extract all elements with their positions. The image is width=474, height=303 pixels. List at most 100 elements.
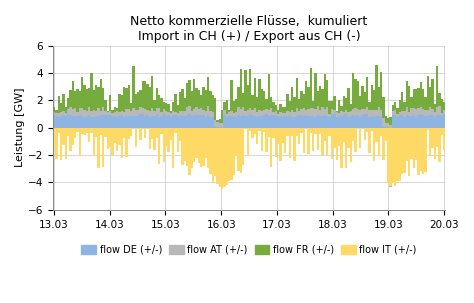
Bar (349, 111, 352, 115)
Bar (434, 117, 436, 128)
Bar (111, 113, 114, 116)
Bar (90, 117, 92, 128)
Bar (240, 109, 242, 116)
Bar (331, 128, 333, 158)
Bar (95, 128, 97, 137)
Bar (382, 118, 384, 127)
Bar (182, 116, 184, 128)
Bar (345, 114, 347, 128)
Bar (251, 128, 254, 138)
Bar (60, 115, 62, 128)
Bar (387, 123, 389, 127)
Bar (53, 107, 55, 112)
Bar (198, 128, 200, 163)
Bar (92, 128, 95, 156)
Bar (375, 116, 378, 128)
Bar (275, 105, 277, 112)
Bar (347, 128, 349, 148)
Bar (384, 116, 387, 123)
Bar (429, 128, 431, 156)
Bar (132, 116, 135, 128)
Bar (392, 115, 394, 128)
Bar (314, 117, 317, 128)
Bar (338, 128, 340, 146)
Bar (298, 115, 301, 128)
Bar (343, 112, 345, 114)
Bar (256, 128, 258, 144)
Bar (57, 113, 60, 117)
Bar (373, 117, 375, 128)
Bar (359, 128, 361, 148)
Bar (308, 116, 310, 128)
Bar (324, 128, 326, 141)
Bar (149, 128, 151, 149)
Bar (378, 107, 380, 115)
Bar (120, 128, 123, 158)
Bar (392, 105, 394, 111)
Bar (380, 110, 382, 117)
Bar (361, 86, 364, 108)
Bar (268, 111, 270, 116)
Bar (81, 108, 83, 116)
Bar (438, 128, 441, 162)
Bar (424, 128, 427, 172)
Bar (356, 115, 359, 128)
Bar (434, 104, 436, 112)
Bar (53, 128, 55, 147)
Bar (301, 128, 303, 133)
Bar (261, 128, 263, 151)
Bar (387, 118, 389, 123)
Bar (333, 114, 336, 128)
Bar (100, 79, 102, 111)
Bar (354, 79, 356, 108)
Bar (378, 115, 380, 128)
Bar (443, 102, 445, 110)
Bar (277, 114, 280, 117)
Bar (361, 115, 364, 128)
Bar (95, 116, 97, 128)
Bar (321, 115, 324, 128)
Bar (67, 128, 69, 135)
Bar (319, 116, 321, 128)
Bar (326, 116, 328, 128)
Bar (256, 112, 258, 117)
Bar (188, 115, 191, 128)
Bar (415, 128, 417, 160)
Bar (345, 110, 347, 114)
Bar (191, 91, 193, 111)
Bar (151, 76, 153, 108)
Bar (366, 107, 368, 114)
Bar (64, 107, 67, 113)
Bar (282, 128, 284, 143)
Bar (333, 96, 336, 110)
Bar (216, 128, 219, 184)
Bar (55, 116, 57, 128)
Bar (226, 100, 228, 114)
Bar (349, 128, 352, 162)
Bar (389, 186, 392, 187)
Bar (371, 128, 373, 131)
Bar (265, 99, 268, 108)
Bar (298, 99, 301, 111)
Bar (242, 92, 245, 107)
Bar (191, 128, 193, 168)
Bar (310, 128, 312, 133)
Bar (356, 81, 359, 109)
Bar (284, 113, 286, 116)
Bar (123, 112, 125, 117)
Bar (359, 117, 361, 128)
Bar (412, 108, 415, 115)
Bar (219, 123, 221, 127)
Bar (378, 128, 380, 156)
Bar (111, 116, 114, 128)
Bar (265, 114, 268, 128)
Legend: flow DE (+/-), flow AT (+/-), flow FR (+/-), flow IT (+/-): flow DE (+/-), flow AT (+/-), flow FR (+… (77, 241, 421, 259)
Bar (254, 78, 256, 108)
Bar (438, 106, 441, 115)
Bar (422, 115, 424, 128)
Bar (158, 117, 160, 128)
Bar (321, 108, 324, 115)
Bar (412, 89, 415, 108)
Bar (326, 128, 328, 155)
Bar (389, 128, 392, 186)
